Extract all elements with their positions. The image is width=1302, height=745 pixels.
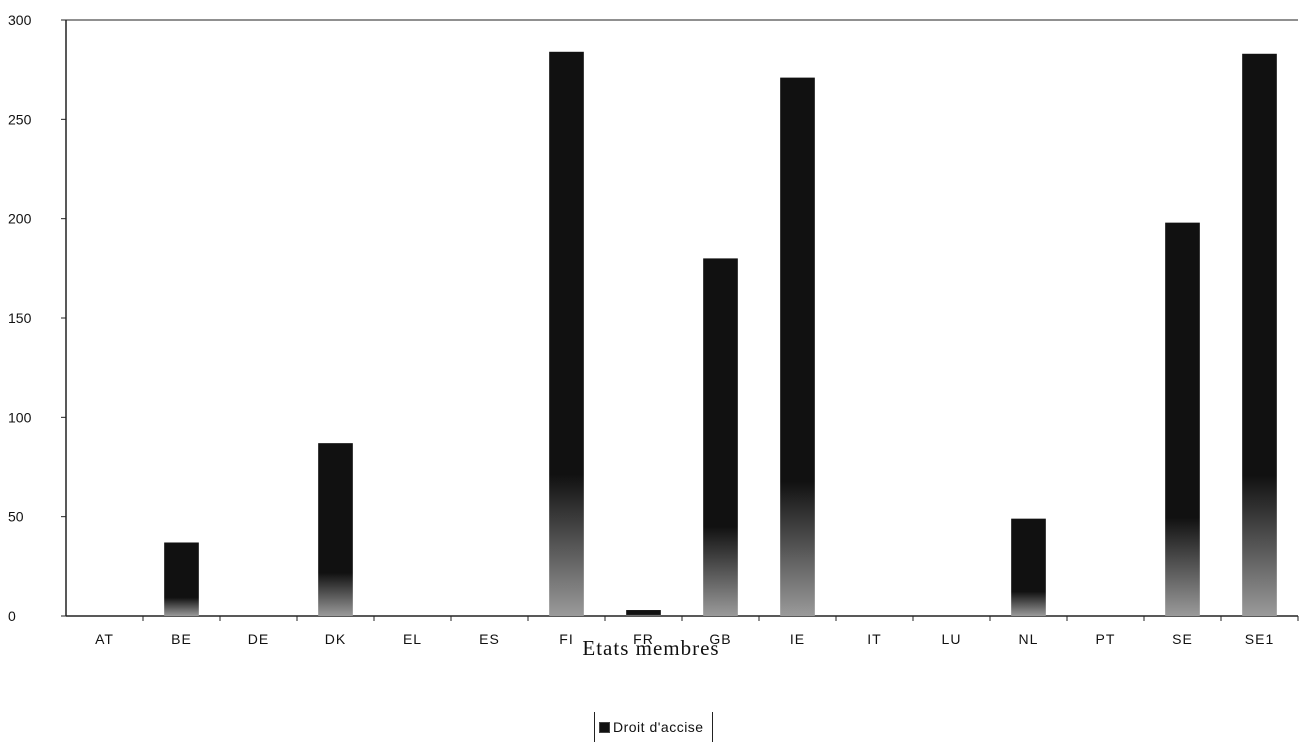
y-tick-label: 250 xyxy=(8,111,32,127)
x-tick-label: SE xyxy=(1172,631,1193,647)
bar-nl xyxy=(1011,518,1046,616)
y-axis-ticks: 0 50 100 150 200 250 300 xyxy=(8,12,66,624)
x-tick-label: PT xyxy=(1096,631,1116,647)
x-tick-label: EL xyxy=(403,631,422,647)
bar-gb xyxy=(703,258,738,616)
legend-swatch xyxy=(599,721,610,733)
legend-label: Droit d'accise xyxy=(613,719,704,735)
x-tick-label: BE xyxy=(171,631,192,647)
x-tick-label: DK xyxy=(325,631,346,647)
chart-bars xyxy=(164,51,1277,617)
chart-axes xyxy=(65,19,1298,617)
y-tick-label: 200 xyxy=(8,211,32,227)
x-tick-label: DE xyxy=(248,631,269,647)
bar-fi xyxy=(549,51,584,616)
bar-fr xyxy=(626,610,661,616)
x-tick-label: IE xyxy=(790,631,805,647)
bar-se xyxy=(1165,222,1200,616)
x-axis-ticks: AT BE DE DK EL ES FI FR GB IE IT LU NL PT SE SE1 xyxy=(95,616,1299,647)
y-tick-label: 150 xyxy=(8,310,32,326)
x-tick-label: AT xyxy=(95,631,114,647)
bar-dk xyxy=(318,443,353,616)
y-tick-label: 100 xyxy=(8,409,32,425)
x-axis-label: Etats membres xyxy=(582,636,720,660)
y-tick-label: 50 xyxy=(8,509,24,525)
x-tick-label: FI xyxy=(559,631,573,647)
x-tick-label: GB xyxy=(709,631,731,647)
bar-chart: 0 50 100 150 200 250 300 AT BE DE DK EL ES FI FR GB IE I… xyxy=(8,12,1299,647)
x-tick-label: IT xyxy=(867,631,881,647)
legend: Droit d'accise xyxy=(594,712,713,742)
bar-se1 xyxy=(1242,53,1277,617)
x-tick-label: ES xyxy=(479,631,500,647)
y-tick-label: 0 xyxy=(8,608,16,624)
x-tick-label: SE1 xyxy=(1245,631,1274,647)
bar-ie xyxy=(780,77,815,616)
x-tick-label: LU xyxy=(942,631,962,647)
x-tick-label: NL xyxy=(1019,631,1039,647)
x-tick-label: FR xyxy=(633,631,654,647)
y-tick-label: 300 xyxy=(8,12,32,28)
bar-be xyxy=(164,542,199,616)
